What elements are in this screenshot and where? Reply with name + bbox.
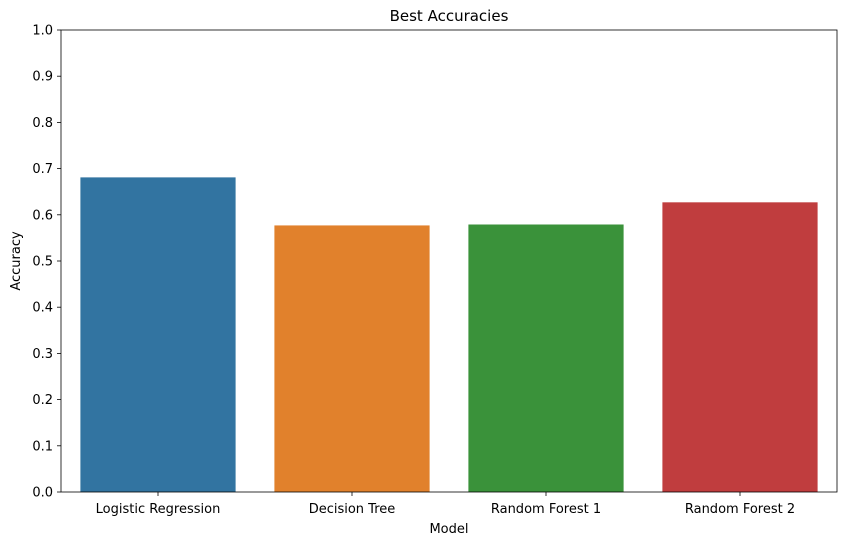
y-tick-label: 0.6	[32, 208, 53, 223]
x-tick-label: Decision Tree	[309, 502, 396, 517]
x-tick-label: Logistic Regression	[96, 502, 221, 517]
y-axis-ticks: 0.0 0.1 0.2 0.3 0.4 0.5 0.6 0.7 0.8 0.9 1.0	[32, 24, 61, 501]
y-tick-label: 0.1	[32, 439, 53, 454]
plot-frame	[60, 29, 838, 493]
y-axis-title: Accuracy	[9, 231, 24, 291]
bar-decision-tree	[274, 225, 430, 492]
y-tick-label: 0.8	[32, 116, 53, 131]
bars-layer	[80, 177, 818, 493]
x-axis-title: Model	[429, 522, 468, 537]
x-tick-label: Random Forest 1	[491, 502, 601, 517]
chart-title: Best Accuracies	[390, 7, 509, 25]
bar-random-forest-1	[468, 224, 624, 492]
y-tick-label: 0.0	[32, 486, 53, 501]
y-tick-label: 0.2	[32, 393, 53, 408]
bar-random-forest-2	[662, 202, 818, 493]
y-tick-label: 0.5	[32, 255, 53, 270]
y-tick-label: 0.9	[32, 70, 53, 85]
y-tick-label: 0.7	[32, 162, 53, 177]
x-axis-ticks: Logistic Regression Decision Tree Random F…	[96, 492, 795, 517]
y-tick-label: 0.3	[32, 347, 53, 362]
bar-logistic-regression	[80, 177, 236, 493]
y-tick-label: 0.4	[32, 301, 53, 316]
y-tick-label: 1.0	[32, 24, 53, 39]
x-tick-label: Random Forest 2	[685, 502, 795, 517]
